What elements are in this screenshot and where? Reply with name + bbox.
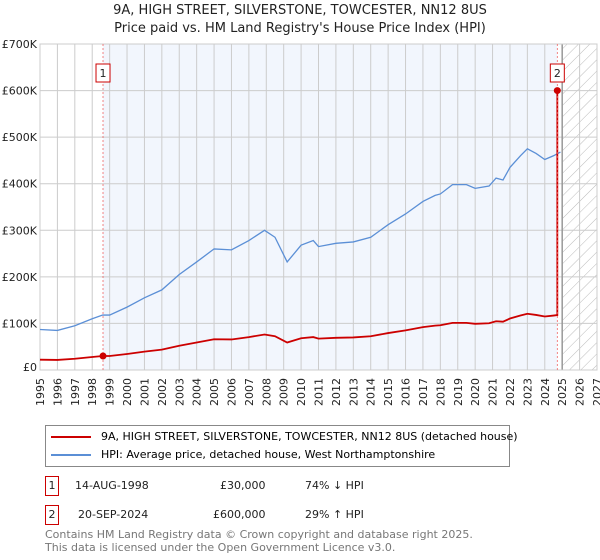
footer: Contains HM Land Registry data © Crown c… bbox=[45, 528, 473, 554]
x-tick-label: 2001 bbox=[138, 378, 151, 406]
sale-badge: 1 bbox=[45, 476, 59, 496]
x-tick-label: 2005 bbox=[208, 378, 221, 406]
x-tick-label: 2006 bbox=[225, 378, 238, 406]
sale-label-box bbox=[549, 63, 565, 83]
x-tick-label: 2018 bbox=[434, 378, 447, 406]
x-tick-label: 2010 bbox=[295, 378, 308, 406]
sale-hpi: 74% ↓ HPI bbox=[305, 479, 364, 492]
x-tick-label: 1999 bbox=[104, 378, 117, 406]
plot: 1995 1996 1997 1998 1999 2000 2001 2002 2003 2004… bbox=[2, 38, 600, 406]
x-tick-label: 2019 bbox=[452, 378, 465, 406]
x-tick-label: 2012 bbox=[330, 378, 343, 406]
x-tick-label: 2017 bbox=[417, 378, 430, 406]
y-tick-label: £200K bbox=[2, 271, 38, 284]
x-tick-label: 2024 bbox=[539, 378, 552, 406]
x-tick-label: 2000 bbox=[121, 378, 134, 406]
sale-point bbox=[99, 352, 107, 360]
x-tick-label: 1997 bbox=[69, 378, 82, 406]
footer-line: Contains HM Land Registry data © Crown c… bbox=[45, 528, 473, 541]
price-paid-line bbox=[39, 89, 561, 361]
x-tick-label: 1998 bbox=[86, 378, 99, 406]
sale-price: £600,000 bbox=[213, 508, 266, 521]
x-tick-label: 2009 bbox=[278, 378, 291, 406]
x-tick-label: 2004 bbox=[191, 378, 204, 406]
x-tick-label: 2003 bbox=[173, 378, 186, 406]
x-tick-label: 2025 bbox=[556, 378, 569, 406]
footer-line: This data is licensed under the Open Gov… bbox=[45, 541, 396, 554]
y-tick-label: £300K bbox=[2, 224, 38, 237]
x-tick-label: 2011 bbox=[313, 378, 326, 406]
x-tick-label: 2016 bbox=[400, 378, 413, 406]
sale-badge: 2 bbox=[45, 505, 59, 525]
x-tick-label: 2015 bbox=[382, 378, 395, 406]
y-tick-label: £400K bbox=[2, 178, 38, 191]
legend-swatch-blue bbox=[51, 454, 91, 456]
y-tick-label: £600K bbox=[2, 85, 38, 98]
sale-row-1: 1 14-AUG-1998 £30,000 74% ↓ HPI bbox=[45, 476, 445, 496]
y-tick-label: £0 bbox=[23, 361, 37, 374]
y-tick-label: £100K bbox=[2, 317, 38, 330]
chart-title: 9A, HIGH STREET, SILVERSTONE, TOWCESTER,… bbox=[113, 3, 487, 18]
legend-swatch-red bbox=[51, 436, 91, 438]
x-tick-label: 2023 bbox=[521, 378, 534, 406]
x-tick-label: 2020 bbox=[469, 378, 482, 406]
sale-date: 14-AUG-1998 bbox=[75, 479, 149, 492]
sale-hpi: 29% ↑ HPI bbox=[305, 508, 364, 521]
x-tick-label: 2008 bbox=[260, 378, 273, 406]
x-tick-label: 2002 bbox=[156, 378, 169, 406]
y-tick-label: £500K bbox=[2, 131, 38, 144]
x-tick-label: 2026 bbox=[574, 378, 587, 406]
sale-label: 1 bbox=[100, 67, 107, 80]
sale-date: 20-SEP-2024 bbox=[78, 508, 149, 521]
x-tick-label: 2013 bbox=[347, 378, 360, 406]
legend-label-hpi: HPI: Average price, detached house, West… bbox=[101, 448, 436, 461]
sale-label-box bbox=[95, 63, 111, 83]
x-tick-label: 2014 bbox=[365, 378, 378, 406]
sale-period-shading bbox=[103, 44, 558, 370]
sale-row-2: 2 20-SEP-2024 £600,000 29% ↑ HPI bbox=[45, 505, 445, 525]
sale-label: 2 bbox=[554, 67, 561, 80]
legend-label-property: 9A, HIGH STREET, SILVERSTONE, TOWCESTER,… bbox=[101, 430, 518, 443]
legend: 9A, HIGH STREET, SILVERSTONE, TOWCESTER,… bbox=[45, 425, 518, 467]
x-tick-label: 1995 bbox=[34, 378, 47, 406]
x-tick-label: 2021 bbox=[487, 378, 500, 406]
x-tick-label: 2022 bbox=[504, 378, 517, 406]
chart-subtitle: Price paid vs. HM Land Registry's House … bbox=[114, 21, 486, 36]
hpi-line bbox=[39, 147, 561, 332]
x-tick-label: 2027 bbox=[591, 378, 600, 406]
sale-point bbox=[553, 87, 561, 95]
x-tick-label: 2007 bbox=[243, 378, 256, 406]
y-tick-label: £700K bbox=[2, 38, 38, 51]
x-tick-label: 1996 bbox=[51, 378, 64, 406]
plot-frame bbox=[39, 43, 598, 371]
sale-price: £30,000 bbox=[220, 479, 266, 492]
